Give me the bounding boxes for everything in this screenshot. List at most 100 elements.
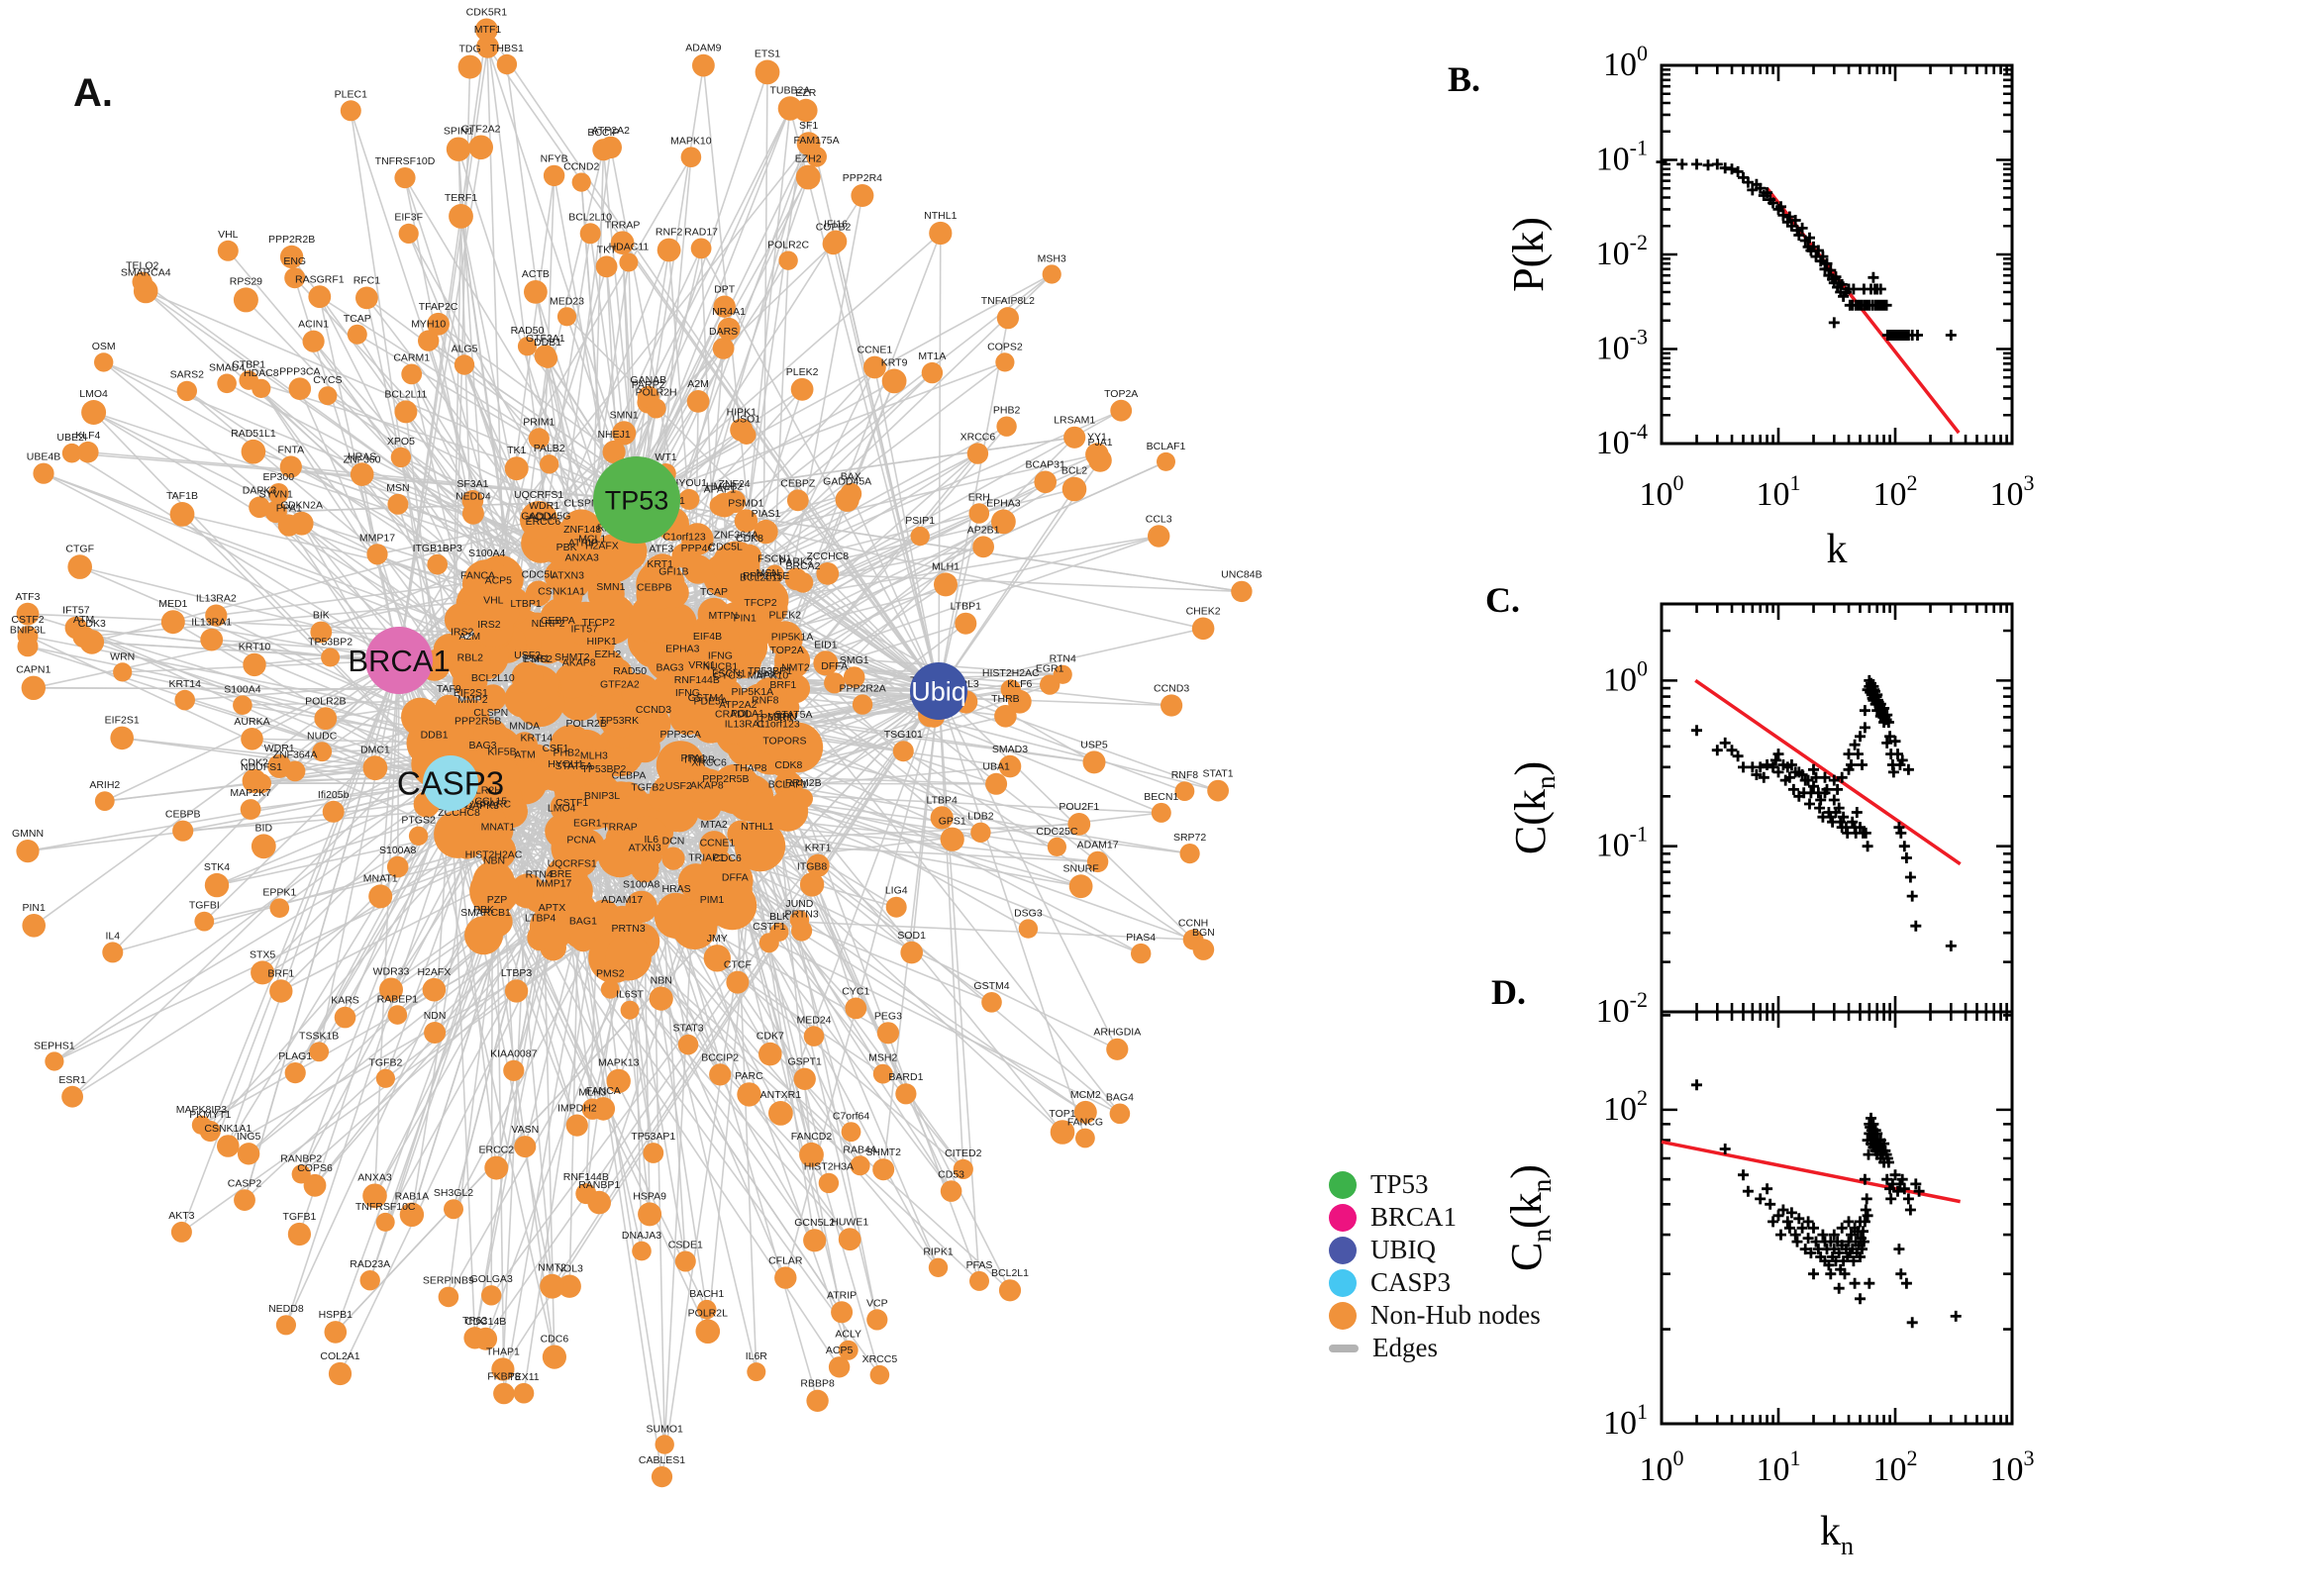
network-node-label: TRIAP1 xyxy=(688,852,725,864)
network-node-label: GANAB xyxy=(630,374,666,386)
network-node xyxy=(793,788,813,809)
network-node xyxy=(61,1085,83,1108)
network-node-label: TP53RK xyxy=(755,712,794,724)
network-edge xyxy=(181,513,452,784)
network-node-label: ERCC2 xyxy=(479,1145,515,1156)
network-node-label: FSCN1 xyxy=(712,668,747,680)
network-node xyxy=(446,137,471,161)
network-node-label: TRRAP xyxy=(605,219,641,231)
network-node-label: BNIP3L xyxy=(584,790,620,802)
network-node-label: ZCCHC8 xyxy=(807,550,850,562)
network-edge xyxy=(450,782,554,1287)
network-edge xyxy=(738,628,1204,735)
network-node-label: CDK3 xyxy=(78,618,106,630)
network-node xyxy=(774,1266,797,1289)
network-node-label: LTBP3 xyxy=(501,967,532,979)
network-node xyxy=(757,581,776,602)
network-node-label: TGFB2 xyxy=(631,782,664,794)
network-node-label: MTPN xyxy=(709,610,739,622)
network-node-label: NDN xyxy=(424,1010,447,1022)
network-node-label: MNAT1 xyxy=(363,872,398,884)
network-node-label: CDC5L xyxy=(708,542,743,553)
network-node xyxy=(427,312,450,336)
network-node xyxy=(840,482,862,505)
network-node xyxy=(818,1172,840,1194)
network-node-label: CAPN1 xyxy=(16,664,50,676)
network-node xyxy=(885,896,907,918)
network-node xyxy=(838,1228,861,1251)
network-node-label: ITGB8 xyxy=(797,860,828,872)
network-node-label: STAT5A xyxy=(556,760,593,772)
network-node-label: THRB xyxy=(991,693,1020,705)
network-node xyxy=(709,495,731,516)
network-node xyxy=(525,580,552,607)
network-node-label: GSTM4 xyxy=(973,980,1009,992)
network-node-label: HRAS xyxy=(348,450,376,462)
network-node-label: ERCC6 xyxy=(526,516,561,528)
network-node xyxy=(350,462,374,486)
network-node-label: DNAJA3 xyxy=(622,1230,661,1242)
network-node xyxy=(302,330,325,352)
chart-x-tick-label: 101 xyxy=(1757,470,1801,513)
network-node-label: TP53BP1 xyxy=(748,665,792,677)
network-node-label: KRT9 xyxy=(881,357,908,369)
network-node xyxy=(328,1361,353,1386)
network-node-label: UQCRFS1 xyxy=(548,858,597,870)
network-node-label: NTHL1 xyxy=(924,210,957,222)
network-node xyxy=(468,135,494,160)
network-node xyxy=(632,1241,652,1261)
network-edge xyxy=(450,782,1011,1291)
network-edge xyxy=(75,627,482,820)
network-node-label: SHMT2 xyxy=(865,1147,901,1158)
network-node-label: VASN xyxy=(511,1124,539,1136)
network-node-label: ETS1 xyxy=(755,49,780,60)
hub-node xyxy=(593,456,680,544)
network-node xyxy=(81,400,107,425)
network-node-label: TP53RK xyxy=(599,715,639,727)
chart-y-axis-label: Cn(kn) xyxy=(1502,1164,1557,1271)
network-node-label: CTCF xyxy=(724,959,752,971)
network-edge xyxy=(766,195,863,706)
network-node xyxy=(444,603,478,637)
network-node-label: BAG3 xyxy=(468,740,496,751)
network-node-label: CSNK1A1 xyxy=(204,1123,252,1135)
network-node-label: USP5 xyxy=(1080,739,1108,750)
network-node-label: SF3A1 xyxy=(456,478,488,490)
network-node xyxy=(680,765,719,803)
network-node-label: RAD23A xyxy=(350,1258,390,1270)
network-edge xyxy=(450,782,851,1241)
network-node-label: CSDE1 xyxy=(668,1240,703,1251)
network-node xyxy=(102,942,124,963)
network-node-label: TGFB2 xyxy=(368,1057,402,1069)
network-node xyxy=(612,421,637,446)
network-node xyxy=(900,941,923,964)
network-node-label: TOP2A xyxy=(1104,388,1138,400)
network-node-label: MTF1 xyxy=(474,24,502,36)
chart-panel-B: 100 10-1 10-2 10-3 10-4 100 101 102 103 P(k) k B. xyxy=(1448,41,2035,572)
network-node xyxy=(637,385,659,408)
network-node-label: BAG3 xyxy=(656,661,683,673)
network-node-label: XRCC5 xyxy=(862,1353,898,1365)
network-node-label: IFT57 xyxy=(570,624,598,636)
legend-item-tp53: TP53 xyxy=(1329,1168,1541,1201)
network-node xyxy=(540,1273,564,1299)
network-node xyxy=(1082,750,1106,774)
network-node-label: ATRIP xyxy=(568,537,598,549)
network-node xyxy=(233,695,252,715)
network-node xyxy=(287,1222,311,1247)
network-node xyxy=(605,934,652,981)
network-node-label: SYVN1 xyxy=(258,489,293,501)
network-node xyxy=(850,1155,870,1176)
network-node-label: ANXA3 xyxy=(564,551,599,563)
network-node-label: CCL3 xyxy=(1146,513,1172,525)
network-node-label: S100A4 xyxy=(224,683,261,695)
network-node xyxy=(394,400,418,424)
network-node-label: EP300 xyxy=(263,471,295,483)
network-node xyxy=(565,535,599,569)
network-node-label: STAT3 xyxy=(672,1023,703,1035)
network-node xyxy=(1179,844,1200,864)
network-node-label: EPHA3 xyxy=(665,643,700,654)
network-node-label: CEBPA xyxy=(612,770,647,782)
network-node xyxy=(401,697,440,737)
